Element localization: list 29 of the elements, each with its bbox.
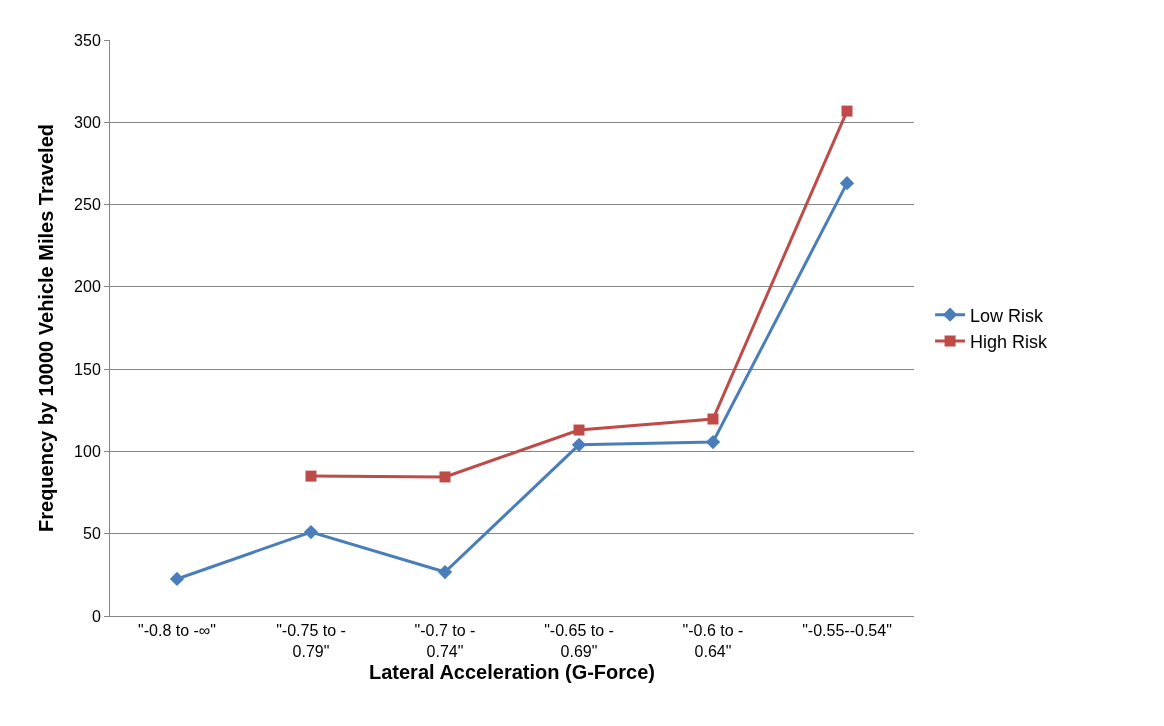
y-tick-label: 350 (74, 31, 101, 49)
point (305, 470, 317, 482)
y-tick-label: 0 (91, 607, 101, 625)
point (573, 424, 585, 436)
y-axis-title: Frequency by 10000 Vehicle Miles Traveled (34, 124, 57, 532)
y-tick-label: 200 (74, 278, 101, 296)
y-tick-label: 250 (74, 196, 101, 214)
x-tick-label: "-0.55--0.54" (802, 622, 892, 640)
point (571, 437, 587, 452)
point (841, 105, 853, 117)
x-tick-label: "-0.6 to - 0.64" (682, 622, 744, 660)
legend-label: Low Risk (970, 305, 1045, 326)
x-tick-label: "-0.75 to - 0.79" (276, 622, 346, 660)
x-tick-label: "-0.8 to -∞" (138, 622, 216, 640)
y-tick-label: 150 (74, 360, 101, 378)
point (169, 571, 185, 587)
point (707, 413, 719, 425)
point (439, 471, 451, 483)
y-tick-label: 100 (74, 443, 101, 461)
point (437, 564, 453, 580)
point (303, 524, 319, 540)
y-tick-label: 50 (83, 525, 101, 543)
x-axis-title: Lateral Acceleration (G-Force) (368, 660, 656, 683)
x-tick-label: "-0.7 to - 0.74" (414, 622, 476, 660)
y-tick-label: 300 (74, 113, 101, 131)
x-tick-label: "-0.65 to - 0.69" (544, 622, 614, 660)
point (839, 176, 855, 191)
legend-label: High Risk (970, 332, 1049, 353)
point (705, 434, 721, 450)
